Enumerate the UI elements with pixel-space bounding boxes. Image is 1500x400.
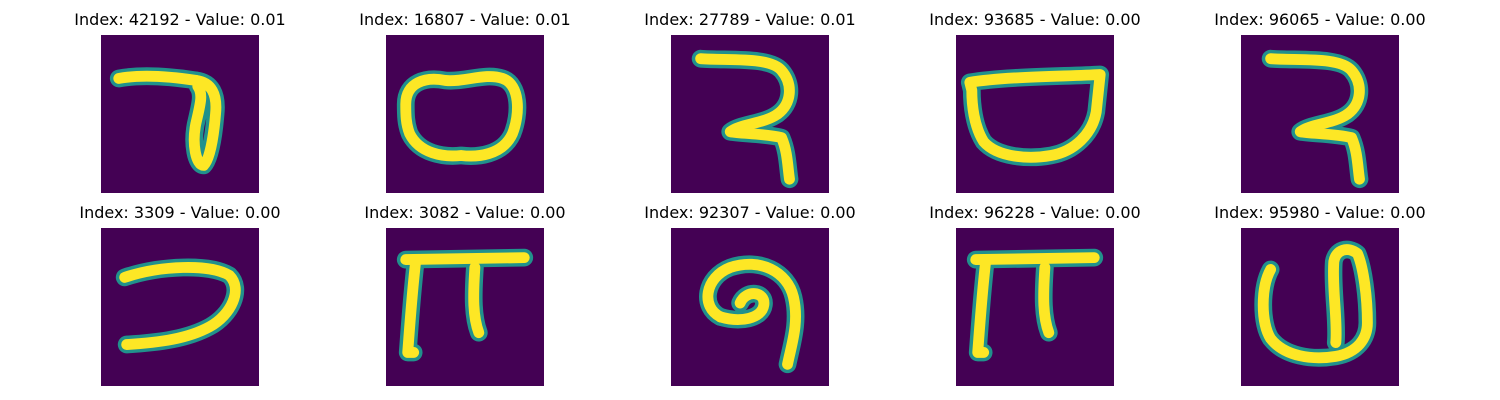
glyph-stroke — [972, 256, 992, 358]
glyph-stroke — [119, 262, 241, 350]
glyph-stroke — [113, 70, 202, 86]
image-panel: Index: 95980 - Value: 0.00 — [1190, 203, 1450, 393]
handwritten-glyph-image — [956, 228, 1114, 386]
panel-title: Index: 92307 - Value: 0.00 — [644, 203, 856, 222]
image-panel: Index: 3082 - Value: 0.00 — [335, 203, 595, 393]
handwritten-glyph-image — [1241, 35, 1399, 193]
image-panel: Index: 92307 - Value: 0.00 — [620, 203, 880, 393]
glyph-stroke — [1265, 53, 1365, 120]
panel-title: Index: 27789 - Value: 0.01 — [644, 10, 856, 29]
panel-title: Index: 93685 - Value: 0.00 — [929, 10, 1141, 29]
panel-title: Index: 42192 - Value: 0.01 — [74, 10, 286, 29]
glyph-stroke — [402, 256, 422, 358]
glyph-stroke — [714, 288, 770, 325]
handwritten-glyph-image — [1241, 228, 1399, 386]
panel-title: Index: 3082 - Value: 0.00 — [364, 203, 566, 222]
panel-title: Index: 16807 - Value: 0.01 — [359, 10, 571, 29]
glyph-stroke — [1038, 262, 1055, 339]
panel-title: Index: 96065 - Value: 0.00 — [1214, 10, 1426, 29]
handwritten-glyph-image — [101, 35, 259, 193]
glyph-stroke — [1294, 108, 1365, 185]
image-panel: Index: 27789 - Value: 0.01 — [620, 10, 880, 200]
handwritten-glyph-image — [101, 228, 259, 386]
image-panel: Index: 3309 - Value: 0.00 — [50, 203, 310, 393]
glyph-stroke — [724, 108, 795, 185]
image-panel: Index: 93685 - Value: 0.00 — [905, 10, 1165, 200]
handwritten-glyph-image — [671, 228, 829, 386]
glyph-stroke — [188, 74, 222, 171]
image-panel: Index: 96065 - Value: 0.00 — [1190, 10, 1450, 200]
glyph-stroke — [970, 252, 1100, 266]
handwritten-glyph-image — [671, 35, 829, 193]
glyph-stroke — [695, 53, 795, 120]
glyph-stroke — [400, 71, 523, 162]
panel-title: Index: 95980 - Value: 0.00 — [1214, 203, 1426, 222]
image-panel: Index: 96228 - Value: 0.00 — [905, 203, 1165, 393]
panel-title: Index: 3309 - Value: 0.00 — [79, 203, 281, 222]
glyph-stroke — [702, 258, 801, 370]
glyph-stroke — [400, 252, 530, 266]
image-panel: Index: 16807 - Value: 0.01 — [335, 10, 595, 200]
handwritten-glyph-image — [386, 35, 544, 193]
handwritten-glyph-image — [956, 35, 1114, 193]
glyph-stroke — [468, 262, 485, 339]
image-panel: Index: 42192 - Value: 0.01 — [50, 10, 310, 200]
handwritten-glyph-image — [386, 228, 544, 386]
panel-title: Index: 96228 - Value: 0.00 — [929, 203, 1141, 222]
glyph-stroke — [1257, 244, 1373, 364]
glyph-stroke — [964, 69, 1106, 163]
